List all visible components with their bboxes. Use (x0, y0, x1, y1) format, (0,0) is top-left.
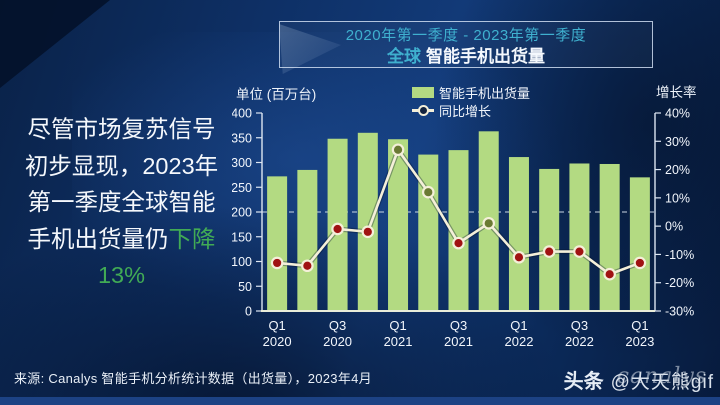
left-axis-tick-label: 100 (232, 255, 252, 269)
x-tick-year-label: 2021 (444, 334, 473, 349)
bar-q3-2022 (569, 163, 590, 311)
legend-label-shipments: 智能手机出货量 (439, 85, 531, 101)
title-main: 全球 智能手机出货量 (280, 46, 652, 67)
narrative-line-1: 尽管市场复苏信号 (27, 116, 216, 142)
growth-marker-q3-2021 (452, 236, 465, 250)
narrative-line-4: 手机出货量仍下降 (27, 225, 216, 252)
watermark: 头条 @大天熊gif canalys (563, 364, 714, 394)
growth-marker-q4-2021 (482, 217, 496, 230)
x-tick-quarter-label: Q3 (450, 318, 467, 333)
narrative-line-3: 第一季度全球智能 (27, 189, 216, 215)
growth-marker-q1-2023 (633, 256, 647, 270)
legend-item-growth: 同比增长 (412, 102, 530, 119)
left-axis-tick-label: 150 (232, 230, 252, 244)
x-tick-year-label: 2021 (384, 334, 413, 349)
left-axis-tick-label: 50 (238, 280, 252, 294)
growth-marker-q4-2022 (603, 267, 616, 281)
right-axis-tick-label: -20% (665, 276, 694, 290)
x-tick-year-label: 2022 (505, 334, 534, 349)
x-tick-quarter-label: Q1 (268, 318, 285, 333)
title-scope: 全球 (387, 47, 421, 66)
right-axis-tick-label: -10% (665, 248, 694, 262)
narrative-decline-word: 下降 (168, 225, 216, 252)
legend-label-growth: 同比增长 (439, 103, 492, 119)
source-attribution: 来源: Canalys 智能手机分析统计数据（出货量），2023年4月 (14, 371, 372, 386)
bottom-edge-strip (0, 397, 720, 405)
line-series-marker-icon (412, 104, 434, 116)
left-axis-tick-label: 200 (232, 206, 252, 220)
bar-q4-2022 (599, 163, 620, 311)
right-axis-title: 增长率 (656, 85, 697, 100)
bar-q4-2020 (357, 132, 378, 311)
right-axis-tick-label: -30% (665, 305, 694, 319)
left-axis-tick-label: 250 (232, 181, 252, 195)
narrative-text: 尽管市场复苏信号 初步显现，2023年 第一季度全球智能 手机出货量仍下降 13… (5, 111, 238, 294)
growth-marker-q2-2020 (301, 259, 314, 273)
x-tick-quarter-label: Q1 (389, 318, 406, 333)
right-axis-tick-label: 0% (665, 220, 683, 234)
left-axis-tick-label: 300 (232, 156, 252, 170)
left-axis-tick-label: 400 (232, 107, 252, 121)
bar-q1-2021 (388, 139, 409, 311)
right-axis-tick-label: 40% (665, 107, 690, 121)
title-period: 2020年第一季度 - 2023年第一季度 (345, 27, 587, 44)
bar-series-swatch-icon (412, 86, 434, 98)
growth-marker-q2-2022 (542, 245, 556, 258)
chart-title-box: 2020年第一季度 - 2023年第一季度 全球 智能手机出货量 (279, 21, 653, 68)
growth-marker-q1-2020 (270, 256, 284, 270)
bar-q2-2022 (539, 168, 560, 311)
x-tick-year-label: 2022 (565, 334, 594, 349)
x-tick-quarter-label: Q1 (510, 318, 527, 333)
bar-q1-2022 (508, 157, 529, 311)
bar-q2-2020 (297, 169, 318, 311)
x-tick-quarter-label: Q3 (329, 318, 346, 333)
x-tick-year-label: 2023 (625, 334, 654, 349)
left-axis-tick-label: 350 (232, 131, 252, 145)
growth-marker-q4-2020 (361, 225, 375, 239)
right-axis-tick-label: 30% (665, 135, 690, 149)
bar-q1-2023 (629, 177, 650, 311)
background-corner-swoosh (0, 0, 110, 88)
watermark-toutiao: 头条 (563, 371, 604, 393)
growth-marker-q3-2022 (573, 245, 586, 258)
title-subject: 智能手机出货量 (426, 47, 545, 66)
growth-marker-q1-2021 (391, 143, 405, 157)
bar-q2-2021 (418, 154, 439, 311)
left-axis-tick-label: 0 (245, 305, 252, 319)
bar-q3-2021 (448, 150, 469, 311)
bar-q1-2020 (267, 176, 288, 311)
x-tick-year-label: 2020 (323, 334, 352, 349)
legend: 智能手机出货量 同比增长 (412, 84, 530, 120)
combo-chart: 400 350 300 250 200 150 100 50 0 40% 30% 20% 10% 0% -1… (232, 107, 694, 350)
narrative-line-2: 初步显现，2023年 (24, 152, 219, 179)
growth-marker-q2-2021 (421, 185, 435, 199)
x-tick-quarter-label: Q3 (571, 318, 588, 333)
right-axis-tick-label: 10% (665, 191, 690, 205)
left-axis-title: 单位 (百万台) (236, 87, 317, 102)
legend-item-shipments: 智能手机出货量 (412, 84, 531, 101)
x-tick-quarter-label: Q1 (631, 318, 648, 333)
narrative-decline-percent: 13% (97, 262, 146, 288)
x-tick-year-label: 2020 (263, 334, 292, 349)
watermark-author: @大天熊gif canalys (610, 364, 714, 393)
right-axis-tick-label: 20% (665, 163, 690, 177)
growth-marker-q1-2022 (512, 250, 526, 264)
growth-marker-q3-2020 (331, 222, 344, 236)
watermark-canalys: canalys (616, 364, 708, 389)
